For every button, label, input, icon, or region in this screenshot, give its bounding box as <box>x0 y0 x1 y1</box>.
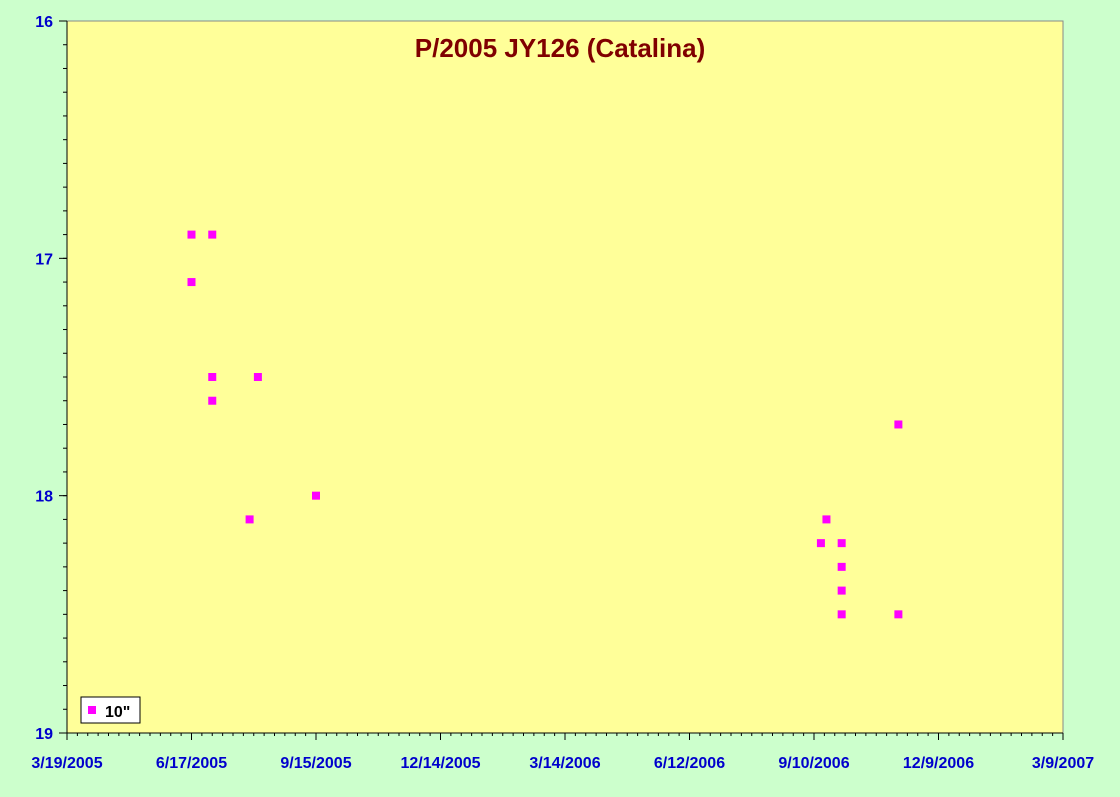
x-tick-label: 3/14/2006 <box>529 755 600 772</box>
x-tick-label: 12/9/2006 <box>903 755 974 772</box>
y-tick-label: 18 <box>35 489 53 506</box>
data-points <box>187 230 903 619</box>
x-tick-label: 3/9/2007 <box>1032 755 1094 772</box>
x-tick-label: 9/10/2006 <box>778 755 849 772</box>
data-point <box>187 278 196 287</box>
data-point <box>894 610 903 619</box>
y-tick-label: 17 <box>35 251 53 268</box>
x-tick-label: 6/17/2005 <box>156 755 227 772</box>
y-tick-label: 16 <box>35 14 53 31</box>
data-point <box>894 420 903 429</box>
data-point <box>312 491 320 500</box>
legend-marker <box>88 706 96 714</box>
data-point <box>208 396 217 405</box>
chart-title: P/2005 JY126 (Catalina) <box>415 33 706 63</box>
data-point <box>837 539 846 548</box>
plot-area <box>66 20 1064 734</box>
x-axis: 3/19/2005 6/17/2005 9/15/2005 12/14/2005 3/1… <box>31 732 1094 772</box>
y-tick-label: 19 <box>35 726 53 743</box>
data-point <box>822 515 831 524</box>
y-axis: 16 17 18 19 <box>35 14 68 743</box>
data-point <box>187 230 196 239</box>
data-point <box>208 230 217 239</box>
data-point <box>816 539 825 548</box>
data-point <box>837 610 846 619</box>
data-point <box>837 562 846 571</box>
data-point <box>208 373 217 381</box>
x-tick-label: 12/14/2005 <box>400 755 480 772</box>
x-tick-label: 9/15/2005 <box>280 755 351 772</box>
data-point <box>245 515 254 524</box>
x-tick-label: 3/19/2005 <box>31 755 102 772</box>
data-point <box>837 586 846 595</box>
legend-label: 10" <box>105 704 130 721</box>
legend: 10" <box>80 696 141 724</box>
x-tick-label: 6/12/2006 <box>654 755 725 772</box>
data-point <box>253 373 262 381</box>
